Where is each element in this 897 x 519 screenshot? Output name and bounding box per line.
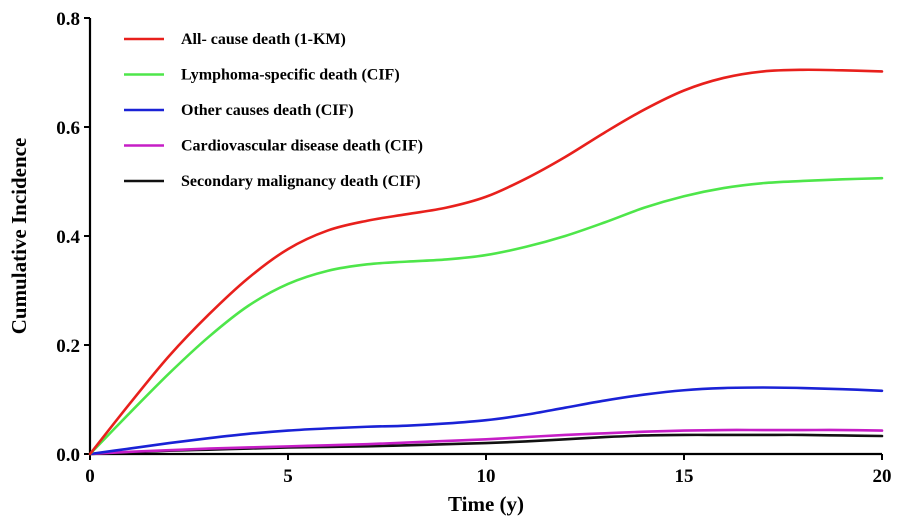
y-axis-title: Cumulative Incidence [7,138,31,335]
series-line-4 [88,428,884,456]
y-tick-label: 0.4 [56,227,80,248]
y-tick-label: 0.6 [56,118,80,139]
x-tick-label: 20 [873,466,892,487]
legend-label: Cardiovascular disease death (CIF) [181,138,423,155]
y-tick-label: 0.2 [56,336,80,357]
x-tick-label: 0 [85,466,95,487]
y-tick-label: 0.0 [56,445,80,466]
x-tick-label: 5 [283,466,293,487]
axes: 0 5 10 15 20 0.0 0.2 0.4 0.6 0.8 [56,9,891,487]
x-tick-label: 10 [477,466,496,487]
series-line-1 [88,68,884,456]
legend: All- cause death (1-KM) Lymphoma-specific… [124,31,423,190]
series-line-2 [88,176,884,456]
legend-label: Secondary malignancy death (CIF) [181,173,421,190]
legend-label: Other causes death (CIF) [181,102,354,119]
series-lines [88,68,884,456]
x-axis-ticks: 0 5 10 15 20 [85,454,892,487]
legend-label: All- cause death (1-KM) [181,31,346,48]
y-tick-label: 0.8 [56,9,80,30]
legend-label: Lymphoma-specific death (CIF) [181,67,400,84]
x-tick-label: 15 [675,466,694,487]
x-axis-title: Time (y) [448,492,524,516]
y-axis-ticks: 0.0 0.2 0.4 0.6 0.8 [56,9,90,466]
series-line-3 [88,386,884,456]
